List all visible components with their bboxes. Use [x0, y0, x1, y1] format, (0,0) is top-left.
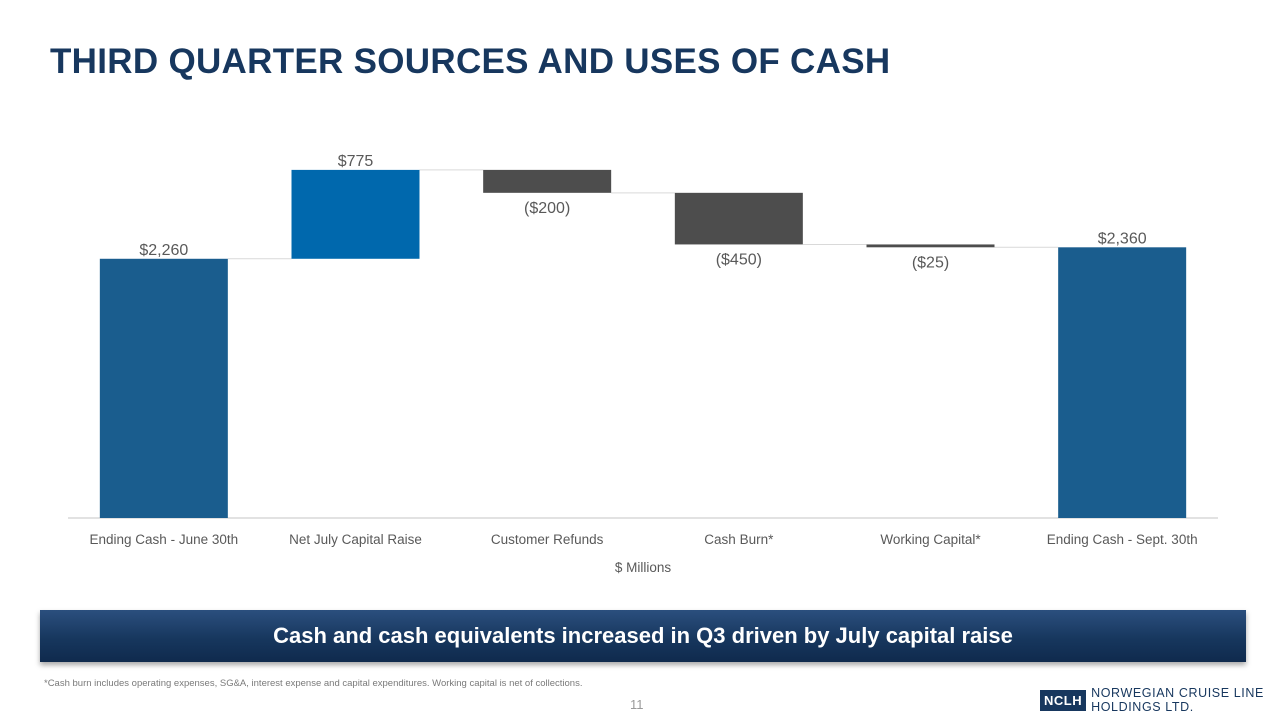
bar-3 — [483, 169, 612, 193]
bar-1 — [99, 258, 228, 518]
data-label: ($200) — [524, 200, 570, 217]
logo-line-2: HOLDINGS LTD. — [1091, 700, 1194, 714]
data-label: $2,260 — [139, 242, 188, 259]
company-logo: NCLH NORWEGIAN CRUISE LINE HOLDINGS LTD. — [1040, 686, 1264, 714]
bar-2 — [291, 169, 420, 259]
data-label: ($25) — [912, 254, 949, 271]
footnote: *Cash burn includes operating expenses, … — [44, 678, 583, 689]
x-axis-title: $ Millions — [615, 560, 672, 575]
category-label: Net July Capital Raise — [289, 532, 422, 547]
summary-banner-text: Cash and cash equivalents increased in Q… — [273, 623, 1013, 648]
slide-title: THIRD QUARTER SOURCES AND USES OF CASH — [50, 42, 891, 81]
bar-6 — [1058, 247, 1187, 519]
bar-4 — [674, 192, 803, 245]
category-label: Customer Refunds — [491, 532, 604, 547]
logo-mark: NCLH — [1040, 689, 1087, 711]
bar-5 — [866, 244, 995, 248]
logo-text: NORWEGIAN CRUISE LINE HOLDINGS LTD. — [1091, 686, 1264, 714]
category-label: Cash Burn* — [704, 532, 774, 547]
page-number: 11 — [630, 697, 644, 712]
waterfall-chart: $2,260 Ending Cash - June 30th $775 Net Jul… — [68, 153, 1218, 575]
logo-line-1: NORWEGIAN CRUISE LINE — [1091, 686, 1264, 700]
category-label: Working Capital* — [880, 532, 981, 547]
category-label: Ending Cash - June 30th — [90, 532, 239, 547]
summary-banner: Cash and cash equivalents increased in Q… — [40, 610, 1246, 662]
data-label: ($450) — [716, 251, 762, 268]
data-label: $2,360 — [1098, 230, 1147, 247]
category-label: Ending Cash - Sept. 30th — [1047, 532, 1198, 547]
data-label: $775 — [338, 153, 374, 170]
